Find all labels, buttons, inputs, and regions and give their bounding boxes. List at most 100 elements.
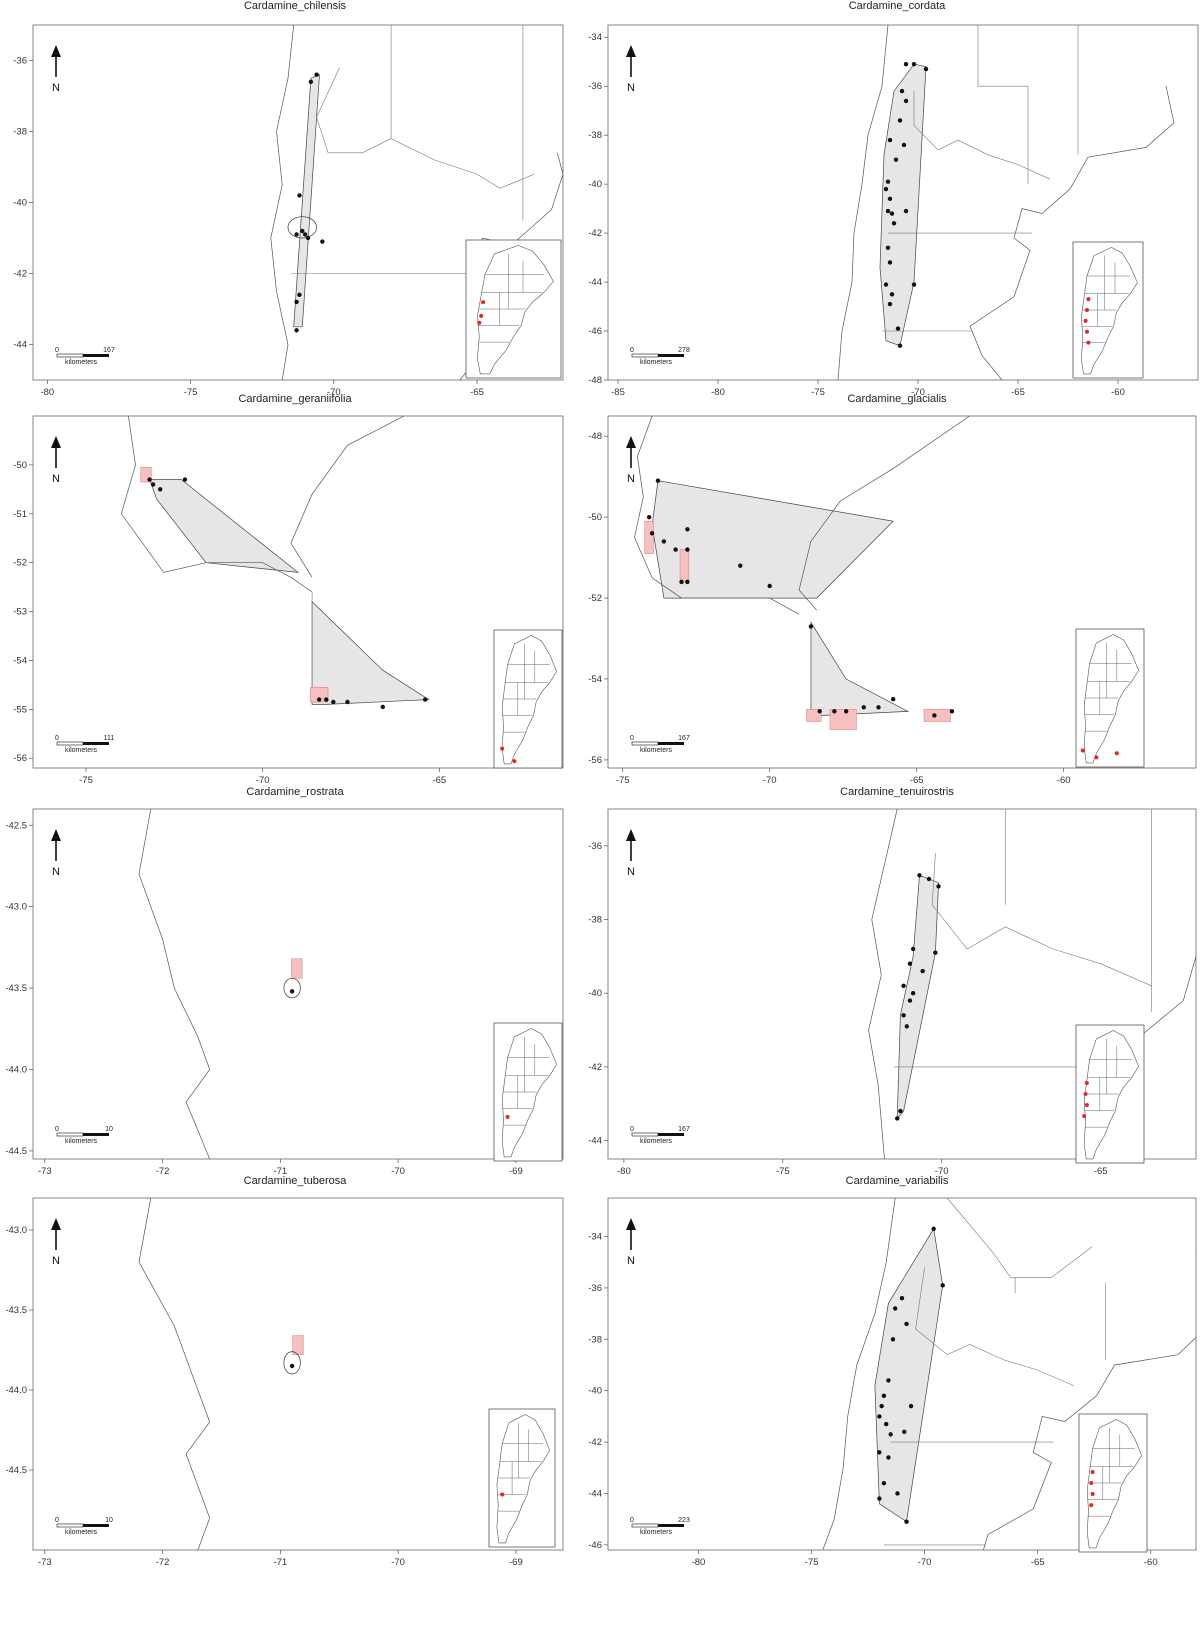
north-label: N xyxy=(52,866,60,878)
y-tick-label: -48 xyxy=(588,375,602,386)
north-arrow-icon xyxy=(51,1218,61,1250)
inset-map xyxy=(1081,247,1138,375)
y-tick-label: -52 xyxy=(588,593,602,604)
occurrence-point xyxy=(907,998,913,1003)
province-border xyxy=(946,1198,1093,1278)
panel-title: Cardamine_tenuirostris xyxy=(840,786,954,798)
map-panel-tuberosa: Cardamine_tuberosa -73 -72 -71 -70 -69 -43.0-… xyxy=(0,1175,590,1627)
occurrence-point xyxy=(890,1337,896,1342)
scale-bar-white xyxy=(631,353,659,358)
y-tick-label: -38 xyxy=(13,127,27,138)
y-tick-label: -50 xyxy=(588,512,602,523)
occurrence-point xyxy=(302,232,308,237)
x-tick-label: -72 xyxy=(156,1166,170,1177)
occurrence-point xyxy=(903,98,909,104)
scale-bar-white xyxy=(56,1132,84,1137)
occurrence-point xyxy=(899,1296,905,1301)
y-tick-label: -36 xyxy=(13,56,27,67)
occurrence-point xyxy=(902,1429,907,1435)
scale-bar-black xyxy=(83,1524,109,1527)
scale-end: 278 xyxy=(678,347,690,354)
occurrence-point xyxy=(890,697,896,702)
x-tick-label: -70 xyxy=(935,1166,949,1177)
occurrence-point xyxy=(887,260,893,265)
scale-bar-white xyxy=(631,1523,659,1528)
x-tick-label: -80 xyxy=(692,1557,706,1568)
y-tick-label: -38 xyxy=(588,130,602,141)
x-tick-label: -71 xyxy=(273,1557,287,1568)
y-tick-label: -51 xyxy=(13,509,27,520)
north-label: N xyxy=(52,1255,60,1267)
coastline-west xyxy=(270,25,295,380)
occurrence-point xyxy=(901,1013,906,1018)
inset-occurrence xyxy=(505,1114,510,1119)
occurrence-point xyxy=(917,873,922,878)
occurrence-point xyxy=(297,292,302,297)
occurrence-point xyxy=(926,876,932,882)
occurrence-point xyxy=(843,709,849,714)
y-tick-label: -40 xyxy=(588,1386,602,1397)
province-border xyxy=(915,1267,1075,1386)
occurrence-point xyxy=(158,487,163,492)
occurrence-point xyxy=(345,699,350,705)
occurrence-point xyxy=(920,968,925,974)
uncertainty-box xyxy=(644,520,654,554)
panel-title: Cardamine_glacialis xyxy=(847,393,947,405)
y-tick-label: -44.5 xyxy=(5,1146,27,1157)
occurrence-point xyxy=(895,1491,900,1496)
uncertainty-ellipse xyxy=(283,1351,301,1375)
y-tick-label: -42 xyxy=(588,228,602,239)
north-label: N xyxy=(52,473,60,485)
coastline-west xyxy=(868,809,898,1159)
north-label: N xyxy=(52,82,60,94)
map-frame xyxy=(32,415,564,769)
province-border xyxy=(913,91,1051,180)
scale-end: 10 xyxy=(105,1126,113,1133)
north-arrow-icon xyxy=(626,1218,636,1250)
occurrence-point xyxy=(308,79,314,85)
occurrence-point xyxy=(423,697,428,702)
y-tick-label: -40 xyxy=(13,198,27,209)
map-layer xyxy=(120,416,430,710)
north-label: N xyxy=(627,866,635,878)
x-tick-label: -73 xyxy=(38,1166,52,1177)
province-border xyxy=(977,25,1029,185)
occurrence-point xyxy=(646,514,652,520)
map-figure: -73 -72 -71 -70 -69 -43.0 -43.5 -44.0 -44.5 N 0 10 k… xyxy=(5,1197,564,1568)
x-tick-label: -70 xyxy=(911,387,925,398)
occurrence-point xyxy=(150,482,156,487)
occurrence-point xyxy=(877,1496,882,1501)
y-tick-label: -44 xyxy=(13,340,27,351)
occurrence-point xyxy=(885,208,891,214)
map-layer xyxy=(822,1198,1196,1550)
inset-map xyxy=(496,1414,551,1544)
map-figure: -73 -72 -71 -70 -69 -42.5 -43.0 -43.5 -44.0 -44.5… xyxy=(5,808,564,1177)
inset-occurrence xyxy=(1114,751,1119,756)
occurrence-point xyxy=(877,1450,882,1455)
y-tick-label: -36 xyxy=(588,1283,602,1294)
y-tick-label: -36 xyxy=(588,81,602,92)
scale-bar-white xyxy=(56,741,84,746)
y-tick-label: -42 xyxy=(588,1062,602,1073)
y-tick-label: -44 xyxy=(588,277,602,288)
map-frame xyxy=(607,415,1197,769)
scale-start: 0 xyxy=(55,1126,59,1133)
north-arrow-icon xyxy=(626,45,636,77)
coastline-west xyxy=(837,25,889,380)
coastline-west xyxy=(634,416,800,615)
occurrence-point xyxy=(911,282,917,287)
coastline-east xyxy=(983,1249,1196,1550)
inset-occurrence xyxy=(512,759,517,764)
occurrence-point xyxy=(300,228,305,234)
occurrence-point xyxy=(883,186,889,192)
uncertainty-box xyxy=(829,709,857,730)
x-tick-label: -75 xyxy=(811,387,825,398)
y-tick-label: -42 xyxy=(13,269,27,280)
panel-title: Cardamine_tuberosa xyxy=(243,1175,347,1187)
x-tick-label: -75 xyxy=(616,775,630,786)
scale-unit: kilometers xyxy=(65,359,97,366)
map-panel-glacialis: Cardamine_glacialis -75 -70 -65 -60 -48 -50 -5… xyxy=(588,393,1200,790)
occurrence-point xyxy=(297,193,302,198)
scale-start: 0 xyxy=(630,735,634,742)
y-tick-label: -56 xyxy=(588,755,602,766)
